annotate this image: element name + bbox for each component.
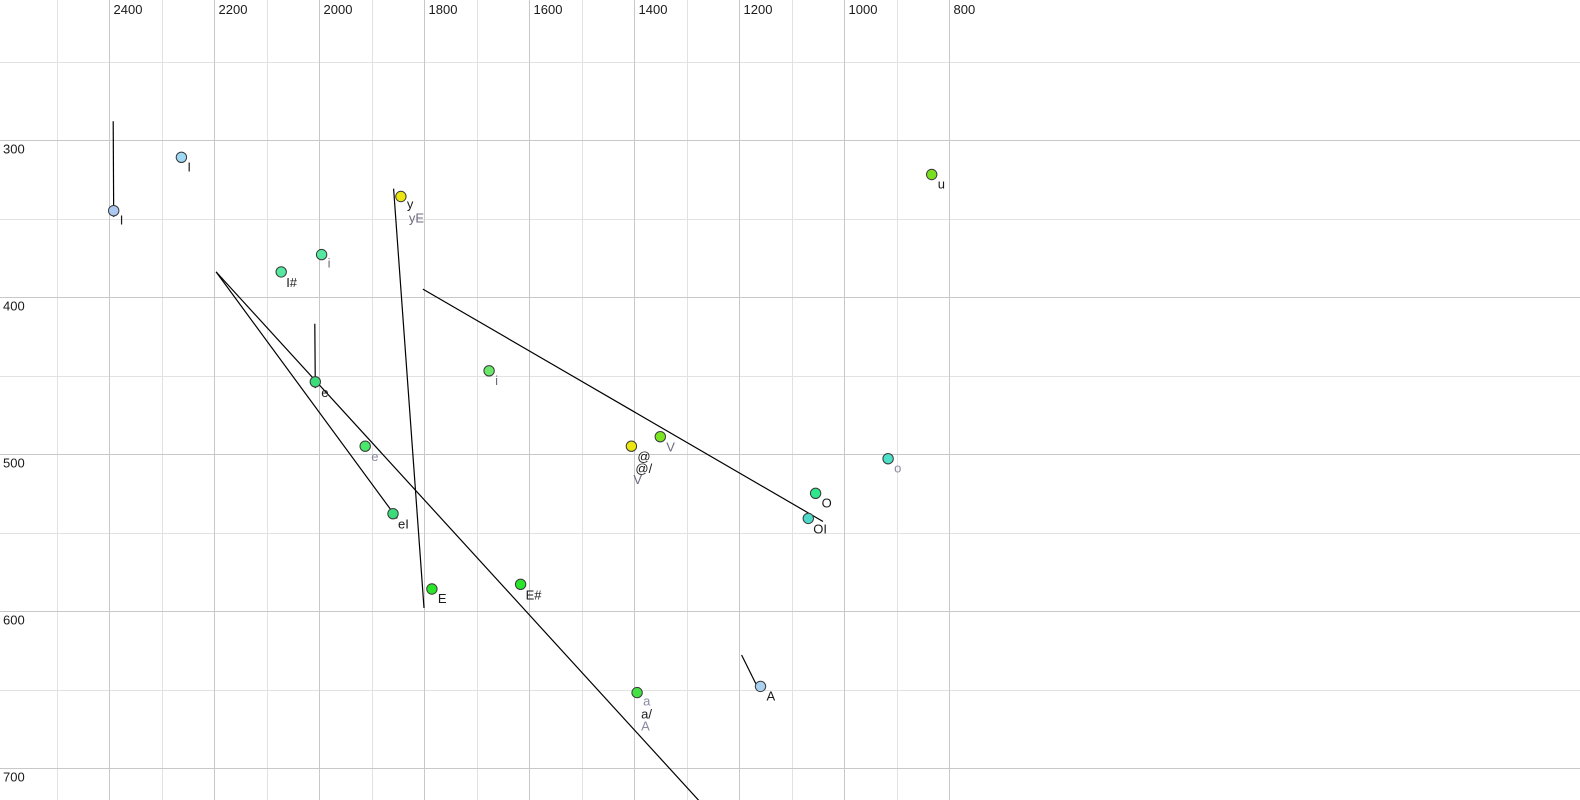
data-point-marker[interactable] bbox=[514, 578, 527, 590]
data-point-marker[interactable] bbox=[387, 508, 399, 520]
data-point-marker[interactable] bbox=[108, 205, 120, 217]
data-point-marker[interactable] bbox=[926, 168, 938, 181]
data-point-label: a bbox=[643, 694, 651, 709]
data-point-label: I bbox=[187, 159, 191, 174]
data-point-marker[interactable] bbox=[309, 376, 321, 388]
data-point-label: I# bbox=[286, 275, 298, 290]
trajectory-line[interactable] bbox=[393, 188, 425, 608]
data-point-marker[interactable] bbox=[654, 431, 666, 443]
x-axis-tick-label: 1400 bbox=[639, 2, 668, 17]
x-axis-tick-label: 1600 bbox=[534, 2, 563, 17]
data-point-marker[interactable] bbox=[882, 453, 894, 465]
data-point-marker[interactable] bbox=[625, 440, 638, 452]
y-axis-tick-label: 600 bbox=[3, 613, 25, 628]
data-point-label: @/ bbox=[635, 461, 652, 476]
data-point-label: e bbox=[321, 385, 328, 400]
y-axis-tick-label: 500 bbox=[3, 456, 25, 471]
data-point-marker[interactable] bbox=[754, 680, 767, 693]
data-point-marker[interactable] bbox=[631, 686, 643, 699]
data-point-label: O bbox=[822, 495, 832, 510]
data-point-label: a/ bbox=[641, 707, 652, 722]
x-axis-tick-label: 2400 bbox=[114, 2, 143, 17]
data-point-label: V bbox=[666, 440, 675, 455]
trajectory-line[interactable] bbox=[215, 271, 722, 800]
y-axis-tick-labels: 3004005006007008009001000 bbox=[3, 142, 25, 785]
data-point-marker[interactable] bbox=[175, 151, 188, 164]
data-point-marker[interactable] bbox=[426, 583, 438, 595]
data-point-marker[interactable] bbox=[483, 365, 495, 377]
data-point-marker[interactable] bbox=[802, 512, 814, 525]
x-axis-tick-label: 800 bbox=[954, 2, 976, 17]
trajectory-group bbox=[112, 121, 824, 800]
data-point-label: y bbox=[407, 197, 414, 212]
x-axis-tick-label: 1800 bbox=[429, 2, 458, 17]
x-axis-tick-label: 2000 bbox=[324, 2, 353, 17]
data-point-label: E bbox=[438, 591, 447, 606]
data-point-label: A bbox=[641, 719, 650, 734]
data-point-marker[interactable] bbox=[809, 487, 822, 499]
y-axis-tick-label: 700 bbox=[3, 770, 25, 785]
data-point-label: yE bbox=[409, 211, 425, 226]
data-point-label: u bbox=[938, 177, 945, 192]
data-point-label: E# bbox=[526, 587, 543, 602]
data-point-label: A bbox=[767, 688, 776, 703]
x-axis-tick-label: 2200 bbox=[219, 2, 248, 17]
data-point-marker[interactable] bbox=[315, 248, 328, 261]
data-point-label: I bbox=[120, 213, 124, 228]
data-point-label: i bbox=[328, 256, 331, 271]
y-axis-tick-label: 300 bbox=[3, 142, 25, 157]
data-point-marker[interactable] bbox=[359, 440, 371, 452]
data-point-label: e bbox=[371, 449, 378, 464]
data-point-label: V bbox=[633, 472, 642, 487]
data-point-label: eI bbox=[398, 517, 409, 532]
trajectory-line[interactable] bbox=[422, 288, 824, 523]
trajectory-line[interactable] bbox=[215, 271, 398, 519]
data-point-marker[interactable] bbox=[275, 266, 287, 278]
data-point-label: o bbox=[894, 461, 901, 476]
x-axis-tick-label: 1000 bbox=[849, 2, 878, 17]
y-axis-tick-label: 400 bbox=[3, 299, 25, 314]
trajectory-line[interactable] bbox=[112, 121, 115, 217]
x-axis-tick-labels: 2400 2200 2000 1800 1600 1400 1200 1000 800 bbox=[114, 2, 976, 17]
x-axis-tick-label: 1200 bbox=[744, 2, 773, 17]
data-point-marker[interactable] bbox=[395, 190, 407, 203]
data-point-label: OI bbox=[813, 521, 827, 536]
data-point-label: @ bbox=[637, 449, 650, 464]
data-point-label: i bbox=[495, 373, 498, 388]
